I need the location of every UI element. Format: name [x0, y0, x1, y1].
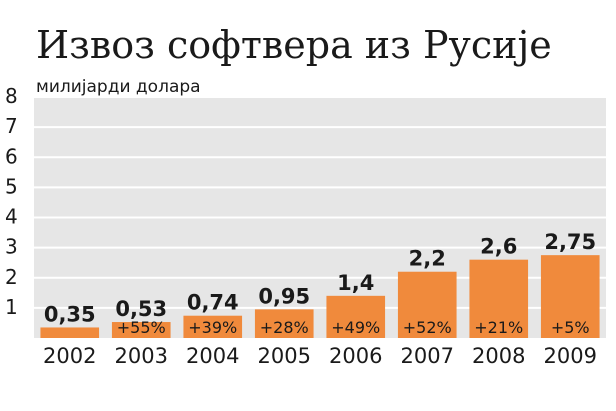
growth-label: +39% — [188, 318, 237, 337]
data-label: 1,4 — [337, 271, 374, 295]
y-tick-label: 4 — [5, 205, 18, 229]
growth-label: +49% — [331, 318, 380, 337]
x-tick-label: 2005 — [258, 344, 311, 368]
bar — [40, 327, 100, 338]
data-label: 0,53 — [115, 297, 167, 321]
x-tick-label: 2007 — [401, 344, 454, 368]
y-axis-unit-label: милијарди долара — [36, 77, 201, 97]
growth-label: +55% — [117, 318, 166, 337]
data-label: 0,95 — [258, 284, 310, 308]
x-tick-label: 2003 — [115, 344, 168, 368]
x-tick-label: 2009 — [544, 344, 597, 368]
y-tick-label: 8 — [5, 84, 18, 108]
data-label: 0,35 — [44, 302, 96, 326]
x-tick-label: 2004 — [186, 344, 239, 368]
bar — [540, 255, 600, 338]
bar — [397, 271, 457, 338]
bar — [111, 322, 171, 338]
bar — [183, 315, 243, 338]
growth-label: +21% — [474, 318, 523, 337]
y-tick-label: 1 — [5, 295, 18, 319]
x-tick-label: 2006 — [329, 344, 382, 368]
bar — [469, 259, 529, 338]
data-label: 2,75 — [544, 230, 596, 254]
bar — [254, 309, 314, 338]
y-tick-label: 7 — [5, 114, 18, 138]
chart-title: Извоз софтвера из Русије — [36, 23, 552, 67]
y-tick-label: 2 — [5, 265, 18, 289]
growth-label: +28% — [260, 318, 309, 337]
y-tick-label: 3 — [5, 235, 18, 259]
data-label: 2,2 — [409, 247, 446, 271]
growth-label: +52% — [403, 318, 452, 337]
growth-label: +5% — [551, 318, 590, 337]
data-label: 0,74 — [187, 291, 239, 315]
x-tick-label: 2008 — [472, 344, 525, 368]
y-tick-label: 5 — [5, 174, 18, 198]
x-tick-label: 2002 — [43, 344, 96, 368]
data-label: 2,6 — [480, 235, 517, 259]
y-tick-label: 6 — [5, 144, 18, 168]
bar — [326, 295, 386, 338]
